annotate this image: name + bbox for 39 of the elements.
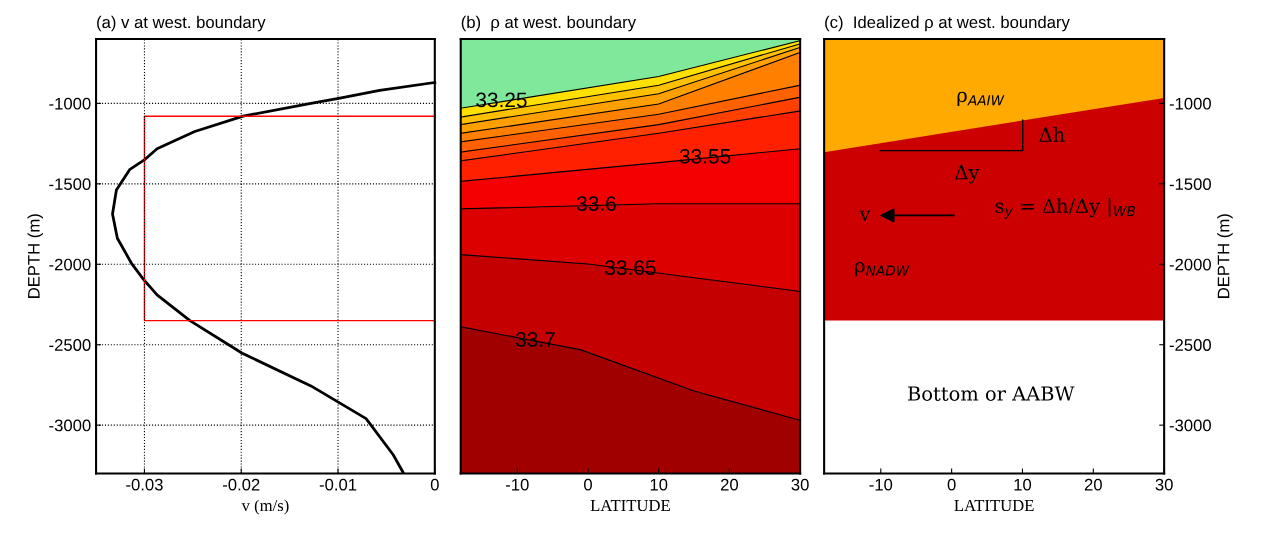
x-axis-title: LATITUDE	[954, 499, 1034, 512]
annotation: ρ$_{AAIW}$	[957, 91, 1005, 107]
y-tick-label: -2000	[1169, 258, 1211, 271]
y-tick-label: -1500	[1169, 178, 1211, 191]
y-tick-label: -2500	[49, 339, 91, 351]
x-tick-label: 30	[791, 478, 809, 491]
x-tick-label: -10	[869, 478, 893, 491]
x-tick-label: 0	[947, 478, 956, 491]
x-axis-title: v (m/s)	[241, 499, 289, 515]
x-tick-label: -0.02	[222, 478, 260, 491]
x-tick-label: 20	[1084, 478, 1102, 491]
x-tick-label: 0	[584, 478, 592, 491]
annotation: ρ$_{NADW}$	[855, 261, 910, 277]
annotation: v	[859, 210, 871, 221]
y-tick-label: -3000	[1169, 419, 1211, 432]
x-tick-label: 10	[1014, 478, 1032, 491]
x-tick-label: 0	[430, 478, 439, 491]
x-tick-label: -10	[505, 478, 529, 491]
y-tick-label: -3000	[49, 419, 91, 432]
annotation: Δy	[955, 165, 980, 184]
x-tick-label: 10	[650, 478, 668, 491]
x-axis-title: LATITUDE	[590, 499, 670, 512]
x-tick-label: -0.03	[126, 478, 163, 491]
y-tick-label: -1500	[49, 178, 91, 191]
chart-title: (b) ρ at west. boundary	[461, 15, 636, 32]
y-tick-label: -1000	[1169, 97, 1211, 110]
x-tick-label: 20	[720, 478, 739, 491]
annotation: s$_{y}$ = Δh/Δy |$_{WB}$	[995, 197, 1135, 219]
annotation: Bottom or AABW	[908, 386, 1075, 401]
y-tick-label: -1000	[49, 97, 91, 110]
x-tick-label: 30	[1155, 478, 1173, 491]
annotation: Δh	[1039, 126, 1065, 142]
y-axis-title: DEPTH (m)	[1217, 214, 1233, 298]
y-axis-title: DEPTH (m)	[27, 214, 44, 298]
y-tick-label: -2500	[1169, 339, 1211, 351]
chart-title: (a) v at west. boundary	[97, 15, 266, 32]
chart-title: (c) Idealized ρ at west. boundary	[825, 15, 1070, 32]
y-tick-label: -2000	[49, 258, 91, 271]
x-tick-label: -0.01	[319, 478, 357, 491]
